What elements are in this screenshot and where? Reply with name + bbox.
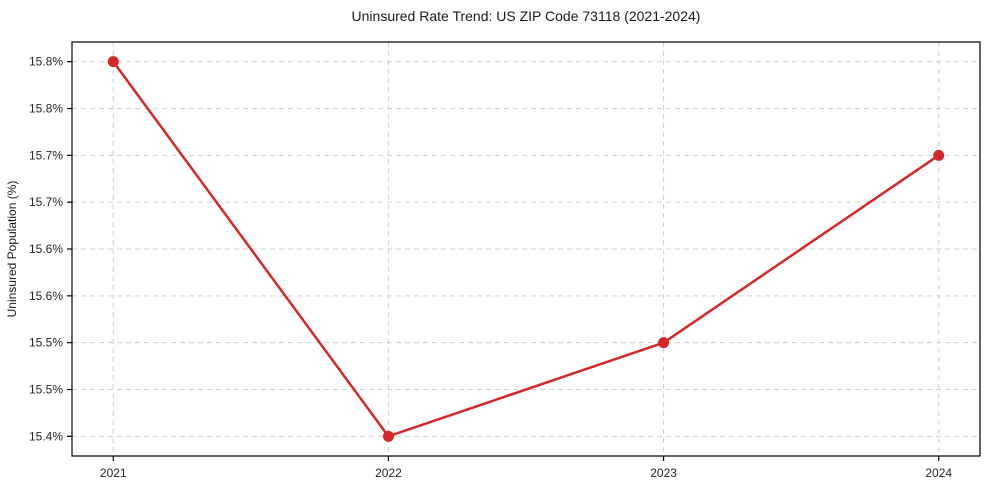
data-point	[107, 56, 119, 68]
x-tick-label: 2021	[100, 466, 127, 480]
y-axis-label: Uninsured Population (%)	[5, 181, 19, 318]
y-tick-label: 15.8%	[29, 55, 63, 69]
y-tick-label: 15.7%	[29, 195, 63, 209]
y-tick-label: 15.8%	[29, 102, 63, 116]
data-point	[933, 149, 945, 161]
x-tick-label: 2024	[925, 466, 952, 480]
y-tick-label: 15.4%	[29, 429, 63, 443]
x-tick-label: 2023	[650, 466, 677, 480]
x-tick-label: 2022	[375, 466, 402, 480]
y-tick-label: 15.5%	[29, 382, 63, 396]
data-point	[382, 430, 394, 442]
y-tick-label: 15.6%	[29, 242, 63, 256]
y-tick-label: 15.7%	[29, 148, 63, 162]
y-tick-label: 15.6%	[29, 289, 63, 303]
trend-line	[112, 60, 940, 438]
chart-title: Uninsured Rate Trend: US ZIP Code 73118 …	[352, 8, 701, 24]
y-tick-label: 15.5%	[29, 336, 63, 350]
data-point	[658, 337, 670, 349]
